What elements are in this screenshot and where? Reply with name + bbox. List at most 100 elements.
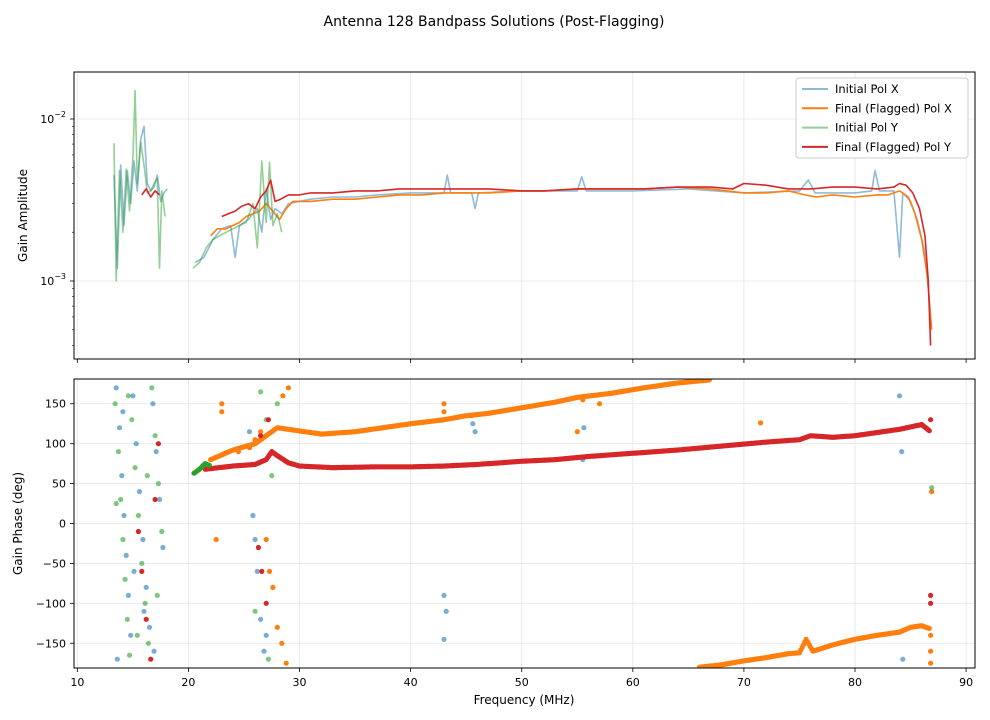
phase-point-initial-pol-y: [258, 389, 264, 395]
phase-x-label: Frequency (MHz): [474, 693, 575, 707]
phase-point-final-flagged-pol-y: [135, 528, 141, 535]
phase-point-final-flagged-pol-x: [929, 489, 935, 495]
phase-point-final-flagged-pol-x: [219, 401, 225, 407]
phase-point-initial-pol-x: [141, 608, 147, 614]
phase-point-initial-pol-x: [136, 489, 143, 495]
phase-point-initial-pol-y: [152, 433, 158, 439]
amplitude-y-tick-exp-1: −3: [54, 272, 66, 281]
phase-point-initial-pol-x: [261, 648, 267, 654]
phase-point-initial-pol-y-line: [206, 462, 212, 468]
phase-point-initial-pol-x: [140, 536, 146, 543]
phase-point-final-flagged-pol-y: [928, 592, 934, 599]
phase-point-final-flagged-pol-x: [580, 397, 586, 403]
phase-point-final-flagged-pol-x: [258, 429, 264, 435]
phase-point-final-flagged-pol-y: [926, 428, 932, 434]
phase-y-tick-label--100: −100: [36, 597, 66, 610]
phase-point-final-flagged-pol-y: [928, 600, 934, 606]
phase-point-final-flagged-pol-x: [219, 409, 225, 415]
legend-entry-final-flagged-pol-y: Final (Flagged) Pol Y: [835, 140, 952, 154]
amplitude-y-label: Gain Amplitude: [16, 169, 30, 262]
phase-point-final-flagged-pol-x: [928, 648, 934, 654]
series-line-initial-pol-x-0: [113, 125, 168, 269]
phase-point-initial-pol-y: [149, 385, 155, 391]
phase-point-final-flagged-pol-x: [213, 536, 219, 543]
phase-point-initial-pol-y: [144, 473, 150, 479]
phase-point-final-flagged-pol-x: [246, 445, 253, 451]
series-line-final-flagged-pol-x-0: [210, 186, 933, 330]
phase-point-final-flagged-pol-x: [926, 625, 932, 632]
phase-point-initial-pol-x: [151, 648, 157, 654]
amplitude-y-tick-base-1: 10: [40, 275, 54, 288]
phase-point-final-flagged-pol-x: [252, 437, 258, 443]
phase-x-tick-label-10: 10: [70, 676, 84, 689]
phase-plot-area: [112, 379, 935, 668]
amplitude-x-ticks: [76, 359, 967, 363]
phase-point-initial-pol-x: [125, 592, 131, 599]
phase-point-initial-pol-x: [900, 656, 906, 662]
phase-point-final-flagged-pol-y: [148, 656, 154, 662]
phase-point-initial-pol-x: [441, 636, 447, 642]
phase-y-ticks: 150 100 50 0 −50 −100 −150: [36, 398, 74, 650]
phase-point-initial-pol-y: [139, 560, 145, 567]
phase-point-final-flagged-pol-x: [596, 401, 603, 407]
series-line-final-flagged-pol-y-1: [221, 179, 932, 346]
phase-point-initial-pol-x: [156, 496, 163, 503]
series-line-final-flagged-pol-y-0: [141, 188, 161, 198]
phase-x-tick-label-90: 90: [959, 676, 973, 689]
phase-point-final-flagged-pol-y: [255, 544, 261, 551]
phase-point-initial-pol-y: [154, 592, 160, 599]
phase-point-initial-pol-x: [121, 512, 127, 519]
phase-point-initial-pol-y: [159, 528, 165, 535]
amplitude-axes-frame: [73, 71, 976, 360]
phase-y-tick-label--50: −50: [43, 557, 66, 570]
phase-x-tick-label-20: 20: [181, 676, 195, 689]
phase-point-initial-pol-y: [274, 401, 280, 407]
phase-point-initial-pol-y: [126, 652, 133, 658]
phase-x-tick-label-30: 30: [293, 676, 307, 689]
phase-point-initial-pol-y: [929, 485, 935, 491]
phase-y-tick-label-50: 50: [52, 478, 66, 491]
amplitude-y-ticks: 10−210−3: [40, 110, 74, 346]
legend-entry-initial-pol-x: Initial Pol X: [835, 82, 899, 96]
phase-x-tick-label-80: 80: [848, 676, 862, 689]
phase-point-final-flagged-pol-y: [258, 433, 264, 439]
phase-point-initial-pol-y: [134, 632, 140, 638]
phase-point-initial-pol-x: [258, 616, 264, 622]
legend-entry-final-flagged-pol-x: Final (Flagged) Pol X: [835, 101, 952, 115]
phase-point-initial-pol-y: [112, 401, 118, 407]
phase-point-initial-pol-y: [145, 640, 151, 646]
phase-x-tick-label-40: 40: [404, 676, 418, 689]
phase-point-initial-pol-x: [470, 421, 476, 427]
phase-point-initial-pol-x: [443, 608, 449, 614]
phase-point-final-flagged-pol-x: [469, 413, 475, 419]
phase-point-initial-pol-x: [250, 512, 256, 519]
phase-point-initial-pol-x: [150, 401, 156, 407]
phase-y-label: Gain Phase (deg): [11, 472, 25, 575]
phase-point-final-flagged-pol-x: [270, 584, 276, 591]
phase-point-final-flagged-pol-y: [263, 600, 269, 606]
phase-point-final-flagged-pol-y: [928, 417, 934, 423]
phase-x-tick-label-60: 60: [626, 676, 640, 689]
phase-point-final-flagged-pol-y: [152, 496, 158, 503]
legend: Initial Pol X Final (Flagged) Pol X Initia…: [795, 77, 969, 159]
phase-point-initial-pol-y: [155, 481, 161, 487]
phase-point-initial-pol-y: [135, 512, 141, 519]
phase-point-initial-pol-y: [265, 656, 271, 662]
phase-point-initial-pol-x: [252, 536, 258, 543]
phase-point-final-flagged-pol-x: [283, 660, 289, 666]
phase-point-final-flagged-pol-x: [574, 429, 580, 435]
phase-point-final-flagged-pol-x: [758, 420, 764, 426]
phase-point-initial-pol-y: [132, 465, 138, 471]
phase-point-final-flagged-pol-x: [235, 449, 241, 455]
figure-title: Antenna 128 Bandpass Solutions (Post-Fla…: [324, 14, 665, 30]
phase-point-final-flagged-pol-x: [279, 640, 285, 646]
phase-point-final-flagged-pol-y: [265, 417, 271, 423]
phase-point-initial-pol-x: [263, 632, 269, 638]
phase-point-final-flagged-pol-y: [259, 568, 265, 575]
phase-point-initial-pol-x: [899, 449, 905, 455]
phase-point-initial-pol-x: [119, 473, 125, 479]
phase-x-tick-label-50: 50: [515, 676, 529, 689]
phase-point-initial-pol-y: [142, 600, 148, 606]
